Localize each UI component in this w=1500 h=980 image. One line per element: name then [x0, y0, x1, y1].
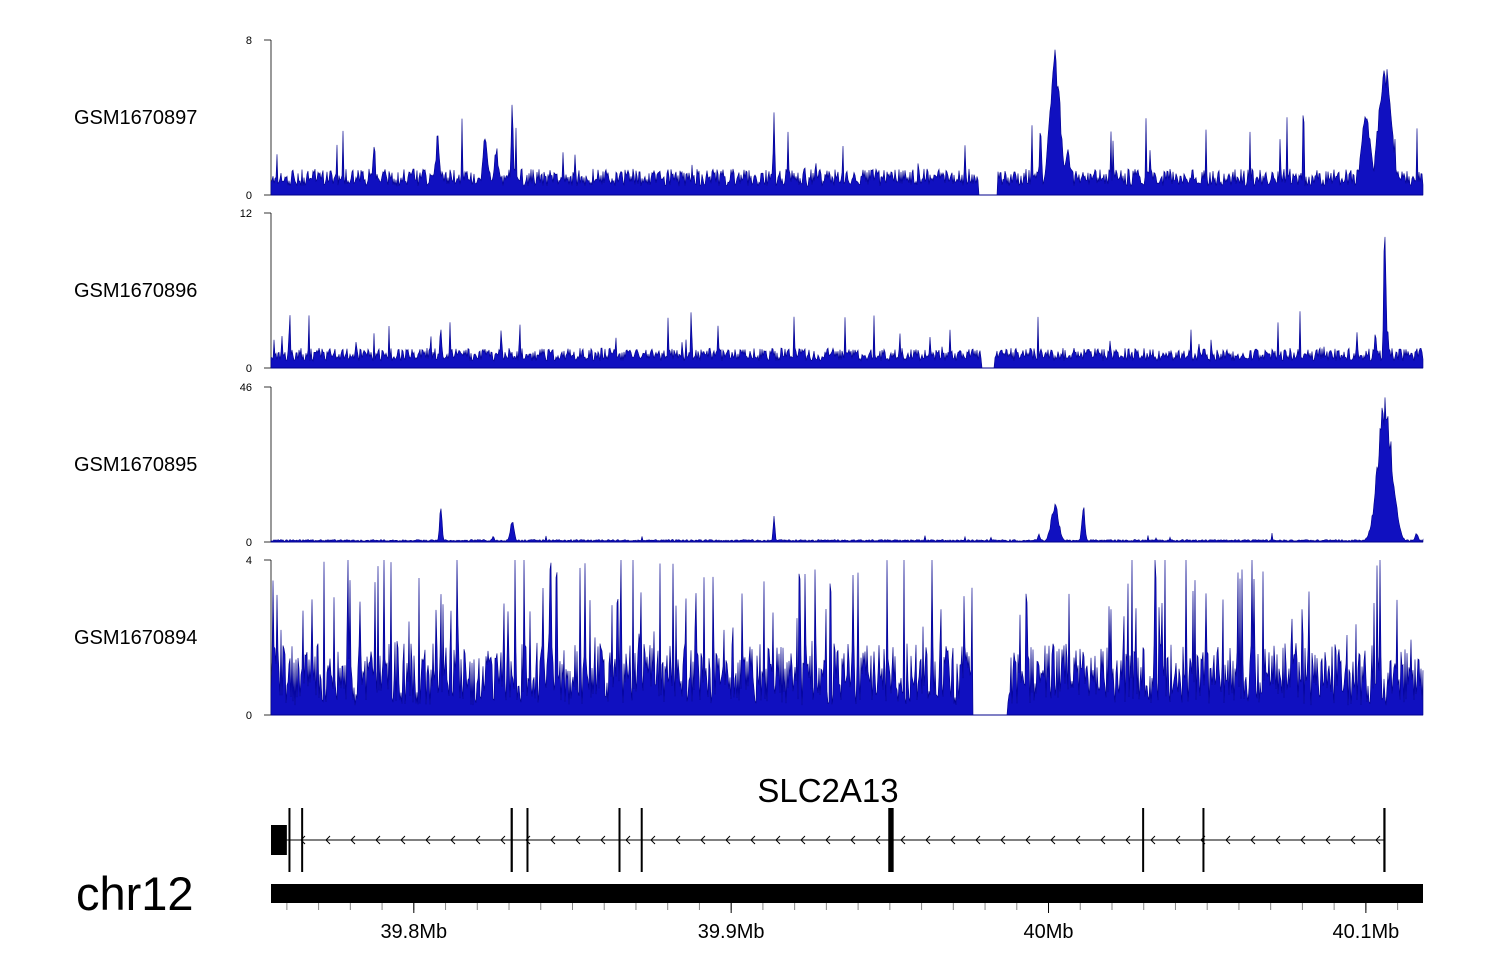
- strand-arrow: [700, 835, 706, 845]
- strand-arrow: [375, 835, 381, 845]
- chromosome-label: chr12: [76, 867, 194, 920]
- strand-arrow: [1300, 835, 1306, 845]
- strand-arrow: [1325, 835, 1331, 845]
- y-tick-label-max: 46: [240, 382, 252, 394]
- x-tick-label: 40Mb: [1024, 921, 1074, 943]
- strand-arrow: [650, 835, 656, 845]
- strand-arrow: [975, 835, 981, 845]
- strand-arrow: [725, 835, 731, 845]
- strand-arrow: [425, 835, 431, 845]
- y-tick-label-min: 0: [246, 363, 252, 375]
- exon-5: [526, 808, 529, 872]
- track-GSM1670896: GSM1670896 12 0: [74, 208, 1424, 375]
- strand-arrow: [450, 835, 456, 845]
- strand-arrow: [1250, 835, 1256, 845]
- strand-arrow: [925, 835, 931, 845]
- coverage-area-GSM1670896: [270, 236, 1424, 369]
- exon-7: [640, 808, 643, 872]
- strand-arrow: [850, 835, 856, 845]
- exon-11: [1383, 808, 1386, 872]
- strand-arrow: [1275, 835, 1281, 845]
- strand-arrow: [575, 835, 581, 845]
- genome-coordinate-axis: 39.8Mb 39.9Mb 40Mb 40.1Mb: [286, 903, 1400, 943]
- strand-arrow: [950, 835, 956, 845]
- coverage-area-GSM1670895: [270, 397, 1424, 543]
- strand-arrow: [1000, 835, 1006, 845]
- strand-arrow: [1375, 835, 1381, 845]
- track-GSM1670894: GSM1670894 4 0: [74, 555, 1424, 722]
- y-tick-label-min: 0: [246, 537, 252, 549]
- track-label: GSM1670894: [74, 627, 197, 649]
- x-tick-label: 39.8Mb: [380, 921, 447, 943]
- y-tick-label-max: 12: [240, 208, 252, 220]
- track-label: GSM1670895: [74, 454, 197, 476]
- strand-arrow: [1225, 835, 1231, 845]
- strand-arrow: [1075, 835, 1081, 845]
- coverage-area-GSM1670897: [270, 49, 1424, 196]
- strand-arrow: [1150, 835, 1156, 845]
- gene-name-label: SLC2A13: [757, 772, 898, 809]
- strand-arrow: [750, 835, 756, 845]
- exon-9: [1142, 808, 1145, 872]
- track-label: GSM1670896: [74, 280, 197, 302]
- x-tick-label: 39.9Mb: [698, 921, 765, 943]
- strand-arrow: [550, 835, 556, 845]
- strand-arrow: [900, 835, 906, 845]
- coverage-tracks: GSM167089780GSM1670896120GSM1670895460GS…: [74, 35, 1424, 722]
- track-GSM1670895: GSM1670895 46 0: [74, 382, 1424, 549]
- strand-arrow: [675, 835, 681, 845]
- exon-8: [888, 808, 894, 872]
- y-tick-label-min: 0: [246, 190, 252, 202]
- strand-arrow: [350, 835, 356, 845]
- gene-model: [271, 808, 1386, 872]
- exon-3: [301, 808, 304, 872]
- exon-2: [288, 808, 291, 872]
- strand-arrow: [475, 835, 481, 845]
- strand-arrow: [400, 835, 406, 845]
- strand-arrow: [600, 835, 606, 845]
- strand-arrow: [1125, 835, 1131, 845]
- strand-arrow: [300, 835, 306, 845]
- exon-1: [271, 825, 287, 855]
- strand-arrow: [500, 835, 506, 845]
- strand-arrow: [825, 835, 831, 845]
- exon-6: [618, 808, 621, 872]
- strand-arrow: [1025, 835, 1031, 845]
- y-tick-label-max: 8: [246, 35, 252, 47]
- strand-arrow: [1050, 835, 1056, 845]
- track-GSM1670897: GSM1670897 8 0: [74, 35, 1424, 202]
- exon-10: [1202, 808, 1205, 872]
- chromosome-ideogram-bar: [271, 884, 1423, 903]
- strand-arrow: [625, 835, 631, 845]
- strand-arrow: [1175, 835, 1181, 845]
- strand-arrow: [800, 835, 806, 845]
- strand-arrow: [1350, 835, 1356, 845]
- strand-arrow: [875, 835, 881, 845]
- exon-4: [510, 808, 513, 872]
- strand-arrow: [525, 835, 531, 845]
- strand-arrow: [1100, 835, 1106, 845]
- track-label: GSM1670897: [74, 107, 197, 129]
- strand-arrow: [325, 835, 331, 845]
- strand-arrow: [775, 835, 781, 845]
- y-tick-label-min: 0: [246, 710, 252, 722]
- x-tick-label: 40.1Mb: [1333, 921, 1400, 943]
- y-tick-label-max: 4: [246, 555, 252, 567]
- coverage-area-GSM1670894: [270, 559, 1424, 716]
